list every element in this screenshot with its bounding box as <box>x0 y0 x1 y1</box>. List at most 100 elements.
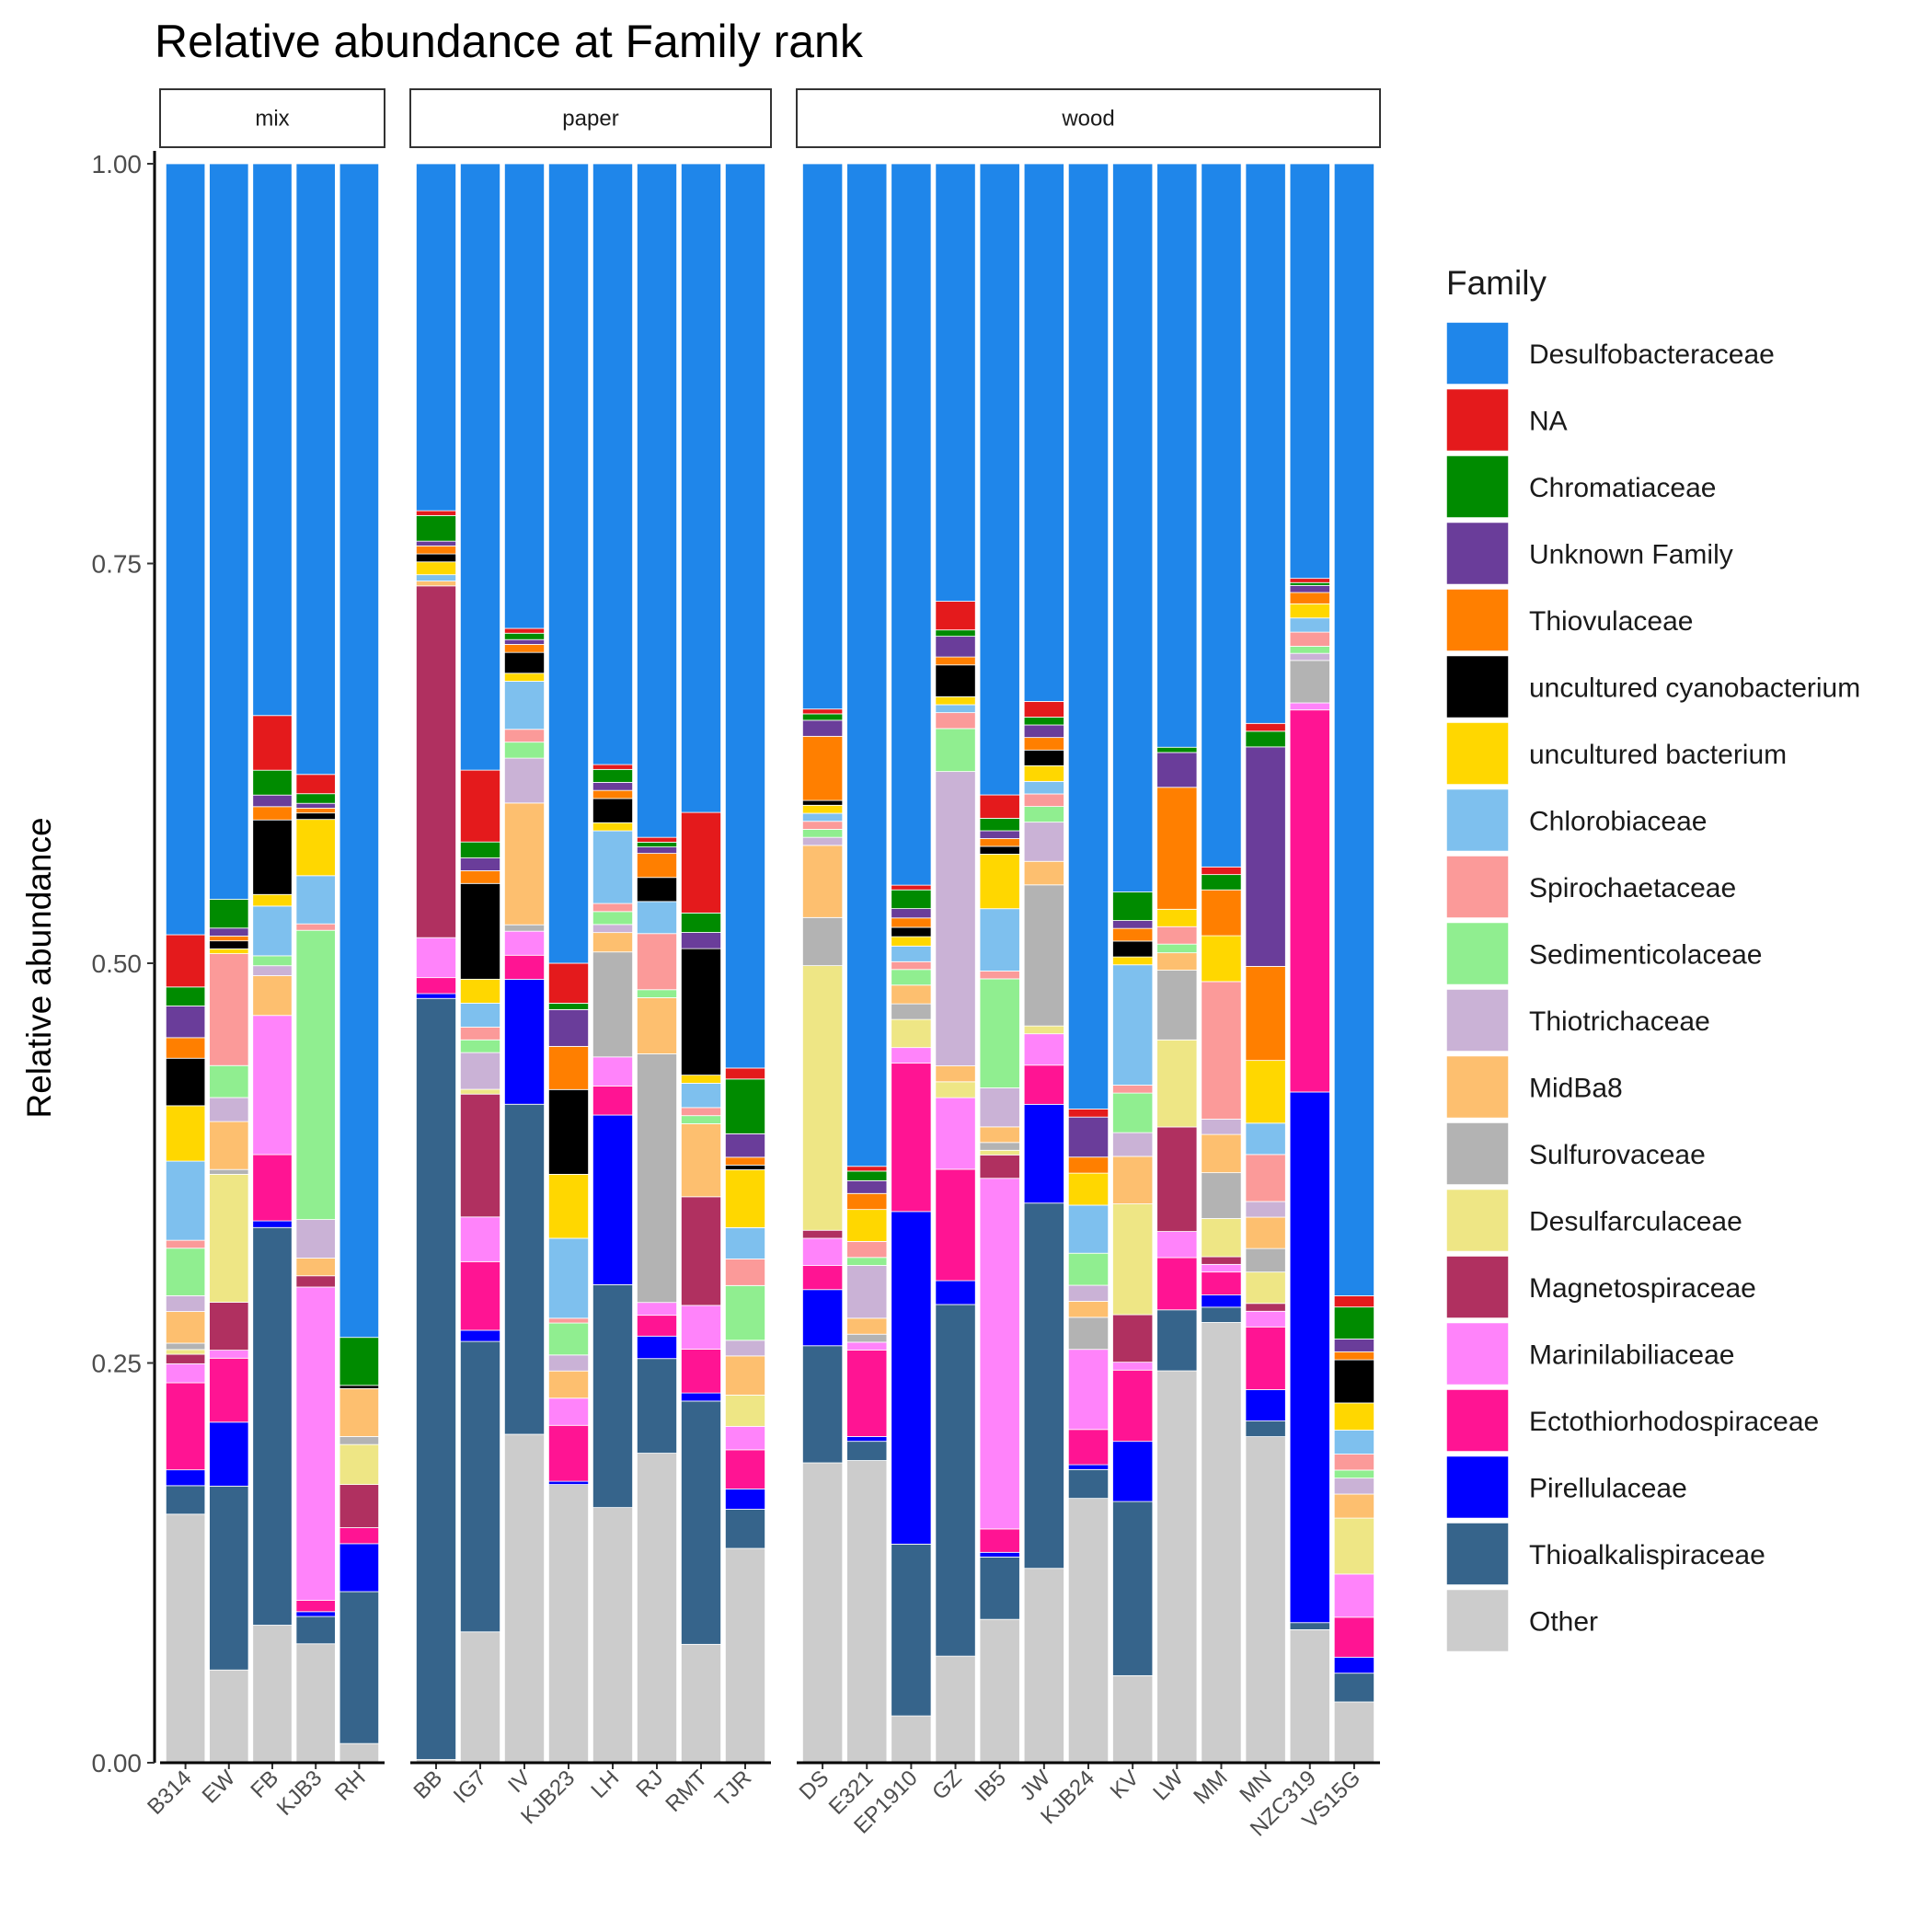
bar-segment <box>459 1026 500 1041</box>
bar-segment <box>1023 163 1064 702</box>
legend-label: Thioalkalispiraceae <box>1529 1540 1765 1570</box>
legend-swatch <box>1445 1388 1510 1453</box>
bar-segment <box>681 1305 722 1350</box>
legend-swatch <box>1445 654 1510 719</box>
bar-segment <box>1289 584 1330 593</box>
bar-segment <box>1289 646 1330 654</box>
bar-segment <box>802 163 844 710</box>
bar-segment <box>548 1237 590 1319</box>
bar-segment <box>725 163 766 1069</box>
bar-segment <box>802 735 844 801</box>
legend-label: Chromatiaceae <box>1529 473 1716 503</box>
bar-EP1910 <box>891 163 932 1764</box>
bar-TJR <box>725 163 766 1764</box>
legend-swatch <box>1445 387 1510 453</box>
bar-segment <box>295 819 336 877</box>
facet-strip-label: wood <box>1061 107 1114 132</box>
bar-segment <box>1023 884 1064 1027</box>
bar-segment <box>1245 722 1286 732</box>
legend-swatch <box>1445 588 1510 652</box>
x-tick-label: KV <box>1106 1765 1144 1804</box>
x-tick-label: TJR <box>710 1765 756 1811</box>
bar-segment <box>1333 1673 1374 1703</box>
bar-B314 <box>165 163 206 1764</box>
bar-segment <box>165 1057 206 1107</box>
legend-swatch <box>1445 988 1510 1052</box>
bar-segment <box>935 636 976 658</box>
bar-segment <box>548 1174 590 1239</box>
bar-segment <box>935 771 976 1066</box>
bar-segment <box>1245 1201 1286 1218</box>
bar-segment <box>1067 1301 1110 1318</box>
bar-segment <box>1289 709 1330 1093</box>
bar-segment <box>295 812 336 821</box>
bar-segment <box>295 163 336 776</box>
bar-segment <box>209 953 249 1066</box>
bar-segment <box>548 1480 590 1485</box>
bar-segment <box>935 704 976 714</box>
x-tick-label: RMT <box>661 1765 712 1817</box>
legend-item: Chlorobiaceae <box>1445 788 1707 853</box>
bar-segment <box>725 1067 766 1080</box>
bar-segment <box>846 1341 888 1351</box>
legend-swatch <box>1445 1188 1510 1253</box>
bar-segment <box>979 854 1020 910</box>
bar-segment <box>504 644 546 653</box>
bar-segment <box>548 1484 590 1764</box>
bar-segment <box>165 1353 206 1364</box>
bar-segment <box>725 1164 766 1170</box>
legend-item: Thiotrichaceae <box>1445 988 1710 1052</box>
bar-segment <box>1289 592 1330 604</box>
bar-segment <box>295 1275 336 1288</box>
bar-segment <box>935 728 976 773</box>
bar-segment <box>1112 1203 1154 1316</box>
bar-segment <box>1067 163 1110 1110</box>
bar-segment <box>1201 1263 1242 1273</box>
bar-segment <box>891 1047 932 1064</box>
bar-segment <box>637 877 678 903</box>
bar-segment <box>681 811 722 914</box>
bar-segment <box>459 1329 500 1342</box>
bar-segment <box>637 846 678 854</box>
bar-segment <box>935 1168 976 1282</box>
bar-segment <box>802 1265 844 1291</box>
bar-segment <box>592 1056 634 1087</box>
bar-segment <box>165 1105 206 1162</box>
bar-segment <box>209 1485 249 1671</box>
legend-item: uncultured bacterium <box>1445 721 1787 786</box>
bar-segment <box>1333 1478 1374 1495</box>
bar-segment <box>592 911 634 926</box>
bar-segment <box>165 1037 206 1059</box>
bar-segment <box>1289 578 1330 583</box>
bar-segment <box>979 1556 1020 1620</box>
bar-segment <box>548 1003 590 1010</box>
legend-label: Unknown Family <box>1529 540 1733 570</box>
bar-segment <box>459 1260 500 1331</box>
bar-segment <box>681 1349 722 1394</box>
legend-label: NA <box>1529 407 1568 437</box>
bar-segment <box>459 882 500 980</box>
legend-label: uncultured cyanobacterium <box>1529 673 1860 704</box>
bar-segment <box>1067 1429 1110 1466</box>
bar-segment <box>592 924 634 934</box>
bar-segment <box>295 1616 336 1645</box>
bar-segment <box>681 1392 722 1402</box>
bar-segment <box>252 965 293 976</box>
bar-segment <box>1067 1109 1110 1118</box>
bar-segment <box>252 1226 293 1626</box>
bar-segment <box>459 1216 500 1262</box>
bar-segment <box>459 1002 500 1028</box>
bar-segment <box>1023 717 1064 726</box>
legend-item: Unknown Family <box>1445 521 1733 586</box>
bar-segment <box>1333 1573 1374 1618</box>
bar-segment <box>681 1643 722 1764</box>
bar-segment <box>339 1385 380 1389</box>
bar-segment <box>935 656 976 666</box>
bar-segment <box>459 841 500 858</box>
bar-segment <box>802 845 844 918</box>
bar-segment <box>1067 1156 1110 1174</box>
bar-segment <box>979 1126 1020 1144</box>
bar-segment <box>295 1600 336 1613</box>
bar-segment <box>165 1342 206 1351</box>
bar-segment <box>1289 617 1330 633</box>
